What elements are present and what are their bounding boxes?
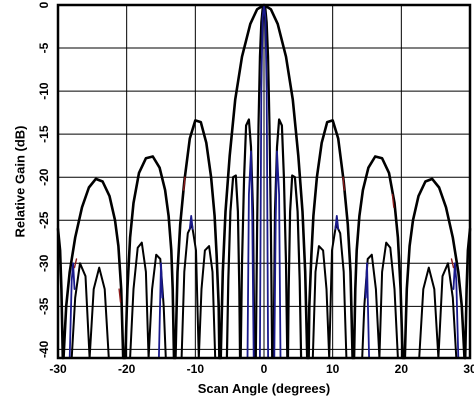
x-tick-labels: -30 -20 -10 0 10 20 30 (49, 362, 474, 376)
series-line (391, 193, 395, 208)
y-tick-label: -25 (37, 211, 51, 229)
series-line (68, 262, 76, 359)
y-axis-label: Relative Gain (dB) (13, 126, 28, 238)
series-line (246, 150, 255, 359)
x-tick-label: -20 (118, 362, 136, 376)
y-tick-label: -20 (37, 168, 51, 186)
x-tick-label: 30 (463, 362, 474, 376)
series-line (225, 174, 242, 360)
plot-frame (56, 3, 472, 360)
x-tick-label: 0 (261, 362, 268, 376)
series-line (286, 174, 303, 360)
series-line (158, 262, 164, 359)
series-line (450, 258, 455, 269)
y-tick-label: 0 (37, 1, 51, 8)
series-line (342, 176, 345, 191)
series-line (188, 215, 194, 230)
series-line (334, 215, 340, 230)
series-line (118, 288, 122, 303)
plot-border (56, 3, 472, 360)
series-line (364, 262, 370, 359)
x-tick-label: 10 (326, 362, 340, 376)
y-tick-label: -15 (37, 125, 51, 143)
y-tick-label: -5 (37, 42, 51, 53)
series-line (73, 258, 78, 269)
y-tick-label: -10 (37, 82, 51, 100)
x-tick-label: -30 (49, 362, 67, 376)
y-tick-labels: 0 -5 -10 -15 -20 -25 -30 -35 -40 (37, 1, 51, 358)
x-tick-label: 20 (395, 362, 409, 376)
y-tick-label: -40 (37, 340, 51, 358)
series-line (273, 150, 282, 359)
y-tick-label: -35 (37, 297, 51, 315)
series-line (452, 262, 460, 359)
series-line (183, 176, 186, 191)
y-tick-label: -30 (37, 254, 51, 272)
x-axis-label: Scan Angle (degrees) (198, 381, 330, 396)
x-tick-label: -10 (187, 362, 205, 376)
